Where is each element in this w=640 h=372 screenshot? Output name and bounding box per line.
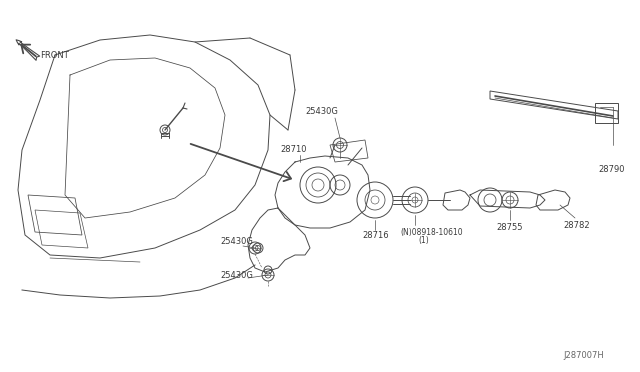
Text: 28790: 28790 <box>598 166 625 174</box>
Text: 28782: 28782 <box>563 221 589 230</box>
Text: 28710: 28710 <box>280 145 307 154</box>
Text: (N)08918-10610: (N)08918-10610 <box>400 228 463 237</box>
Text: 25430G: 25430G <box>305 108 338 116</box>
Text: 28755: 28755 <box>496 224 522 232</box>
Text: FRONT: FRONT <box>40 51 68 61</box>
Text: 28716: 28716 <box>362 231 388 240</box>
Text: J287007H: J287007H <box>563 350 604 359</box>
Text: (1): (1) <box>418 235 429 244</box>
Text: 25430G: 25430G <box>220 270 253 279</box>
Text: 25430G: 25430G <box>220 237 253 247</box>
